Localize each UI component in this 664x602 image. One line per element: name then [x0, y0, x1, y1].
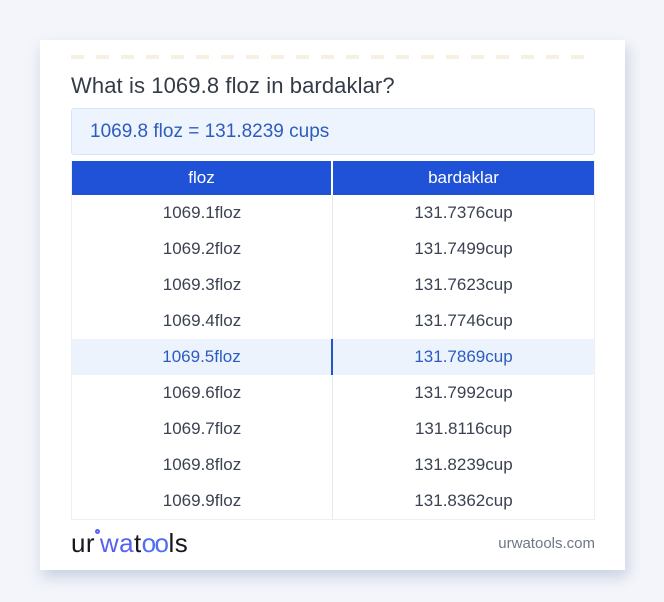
table-row[interactable]: 1069.7floz 131.8116cup: [72, 411, 594, 447]
table-row[interactable]: 1069.9floz 131.8362cup: [72, 483, 594, 519]
cell-bardaklar: 131.7869cup: [414, 347, 513, 366]
cell-floz: 1069.3floz: [72, 267, 333, 303]
table-row[interactable]: 1069.1floz 131.7376cup: [72, 195, 594, 231]
site-link[interactable]: urwatools.com: [498, 534, 595, 552]
cell-bardaklar: 131.7376cup: [414, 203, 513, 222]
conversion-table: floz bardaklar 1069.1floz 131.7376cup 1069…: [71, 161, 595, 520]
cell-floz: 1069.8floz: [72, 447, 333, 483]
table-header-floz: floz: [72, 161, 333, 195]
table-header-bardaklar: bardaklar: [428, 168, 499, 187]
cell-floz: 1069.9floz: [72, 483, 333, 519]
decorative-dashed-strip: [71, 55, 595, 59]
page-title: What is 1069.8 floz in bardaklar?: [71, 73, 395, 98]
table-body: 1069.1floz 131.7376cup 1069.2floz 131.7499c…: [72, 195, 594, 519]
footer: ur watools urwatools.com: [71, 527, 595, 559]
cell-floz: 1069.7floz: [72, 411, 333, 447]
conversion-card: What is 1069.8 floz in bardaklar? 1069.8…: [40, 40, 625, 570]
logo-text-part: t: [133, 528, 142, 558]
cell-bardaklar: 131.7623cup: [414, 275, 513, 294]
table-row[interactable]: 1069.4floz 131.7746cup: [72, 303, 594, 339]
urwatools-logo[interactable]: ur watools: [71, 527, 188, 559]
cell-bardaklar: 131.8239cup: [414, 455, 513, 474]
table-row[interactable]: 1069.5floz 131.7869cup: [72, 339, 594, 375]
cell-floz: 1069.2floz: [72, 231, 333, 267]
cell-bardaklar: 131.8116cup: [414, 419, 513, 438]
logo-ring-icon: [94, 529, 100, 534]
cell-bardaklar: 131.7992cup: [414, 383, 513, 402]
table-header-row: floz bardaklar: [72, 161, 594, 195]
result-text: 1069.8 floz = 131.8239 cups: [90, 120, 330, 142]
logo-glasses-oo: oo: [141, 528, 169, 558]
table-row[interactable]: 1069.8floz 131.8239cup: [72, 447, 594, 483]
cell-floz: 1069.6floz: [72, 375, 333, 411]
logo-text-part: ls: [168, 528, 189, 558]
cell-bardaklar: 131.8362cup: [414, 491, 513, 510]
cell-bardaklar: 131.7746cup: [414, 311, 513, 330]
cell-floz: 1069.4floz: [72, 303, 333, 339]
table-row[interactable]: 1069.3floz 131.7623cup: [72, 267, 594, 303]
cell-bardaklar: 131.7499cup: [414, 239, 513, 258]
result-box: 1069.8 floz = 131.8239 cups: [71, 108, 595, 155]
cell-floz: 1069.5floz: [72, 339, 333, 375]
logo-text-part: wa: [99, 528, 134, 558]
cell-floz: 1069.1floz: [72, 195, 333, 231]
table-row[interactable]: 1069.6floz 131.7992cup: [72, 375, 594, 411]
logo-text-part: ur: [71, 528, 95, 558]
table-row[interactable]: 1069.2floz 131.7499cup: [72, 231, 594, 267]
